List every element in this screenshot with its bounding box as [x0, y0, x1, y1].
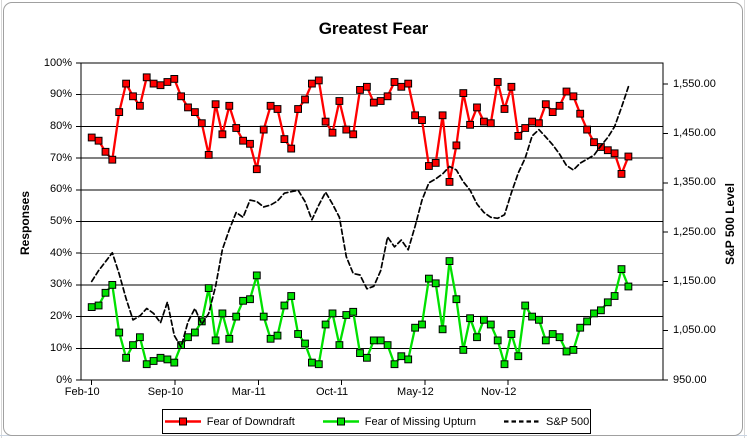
y-left-tick-label: 70% — [49, 151, 72, 164]
y-left-tick-label: 60% — [49, 183, 72, 196]
y-left-tick-label: 0% — [56, 373, 72, 386]
series-fear-of-missing-upturn[interactable] — [87, 257, 633, 369]
legend-swatch — [322, 417, 359, 426]
legend-label: S&P 500 — [546, 415, 590, 428]
legend: Fear of Downdraft Fear of Missing Upturn S… — [162, 409, 591, 434]
x-tick-label: Nov-12 — [480, 386, 517, 398]
legend-item-fear-of-missing-upturn[interactable]: Fear of Missing Upturn — [322, 416, 476, 428]
y-left-tick-label: 50% — [49, 215, 72, 227]
x-tick-label: Sep-10 — [147, 386, 184, 398]
axis-ticks — [76, 62, 668, 385]
x-tick-label: Mar-11 — [231, 386, 266, 398]
y-right-tick-label: 1,550.00 — [673, 77, 716, 90]
x-tick-label: Oct-11 — [315, 386, 349, 398]
legend-item-s-p-500[interactable]: S&P 500 — [503, 416, 589, 428]
y-left-tick-label: 100% — [43, 56, 72, 69]
series-fear-of-downdraft[interactable] — [87, 73, 633, 186]
y-right-tick-label: 1,450.00 — [673, 126, 716, 139]
legend-label: Fear of Missing Upturn — [364, 415, 477, 428]
series-s-p-500[interactable] — [90, 85, 630, 348]
y-left-tick-label: 20% — [49, 310, 72, 323]
x-tick-label: Feb-10 — [64, 386, 100, 398]
y-right-tick-label: 1,350.00 — [673, 176, 716, 189]
legend-swatch — [504, 420, 541, 423]
legend-label: Fear of Downdraft — [206, 415, 295, 428]
sheet-gridline-left — [1, 0, 2, 438]
chart-frame — [3, 2, 743, 436]
y-right-tick-label: 1,150.00 — [673, 274, 716, 287]
legend-item-fear-of-downdraft[interactable]: Fear of Downdraft — [164, 416, 295, 428]
y-left-tick-label: 80% — [49, 119, 72, 132]
chart-title: Greatest Fear — [318, 19, 429, 38]
sheet-gridline-right — [744, 0, 745, 438]
y-left-tick-label: 40% — [49, 246, 72, 259]
y-right-tick-label: 1,050.00 — [673, 324, 716, 337]
gridlines — [81, 94, 663, 349]
y-left-tick-label: 10% — [49, 341, 72, 354]
y-right-tick-label: 950.00 — [673, 373, 707, 386]
y-left-tick-label: 30% — [49, 278, 72, 291]
legend-swatch — [164, 417, 201, 426]
x-tick-label: May-12 — [397, 386, 434, 398]
y-left-tick-label: 90% — [49, 88, 72, 101]
y-right-tick-label: 1,250.00 — [673, 225, 716, 238]
